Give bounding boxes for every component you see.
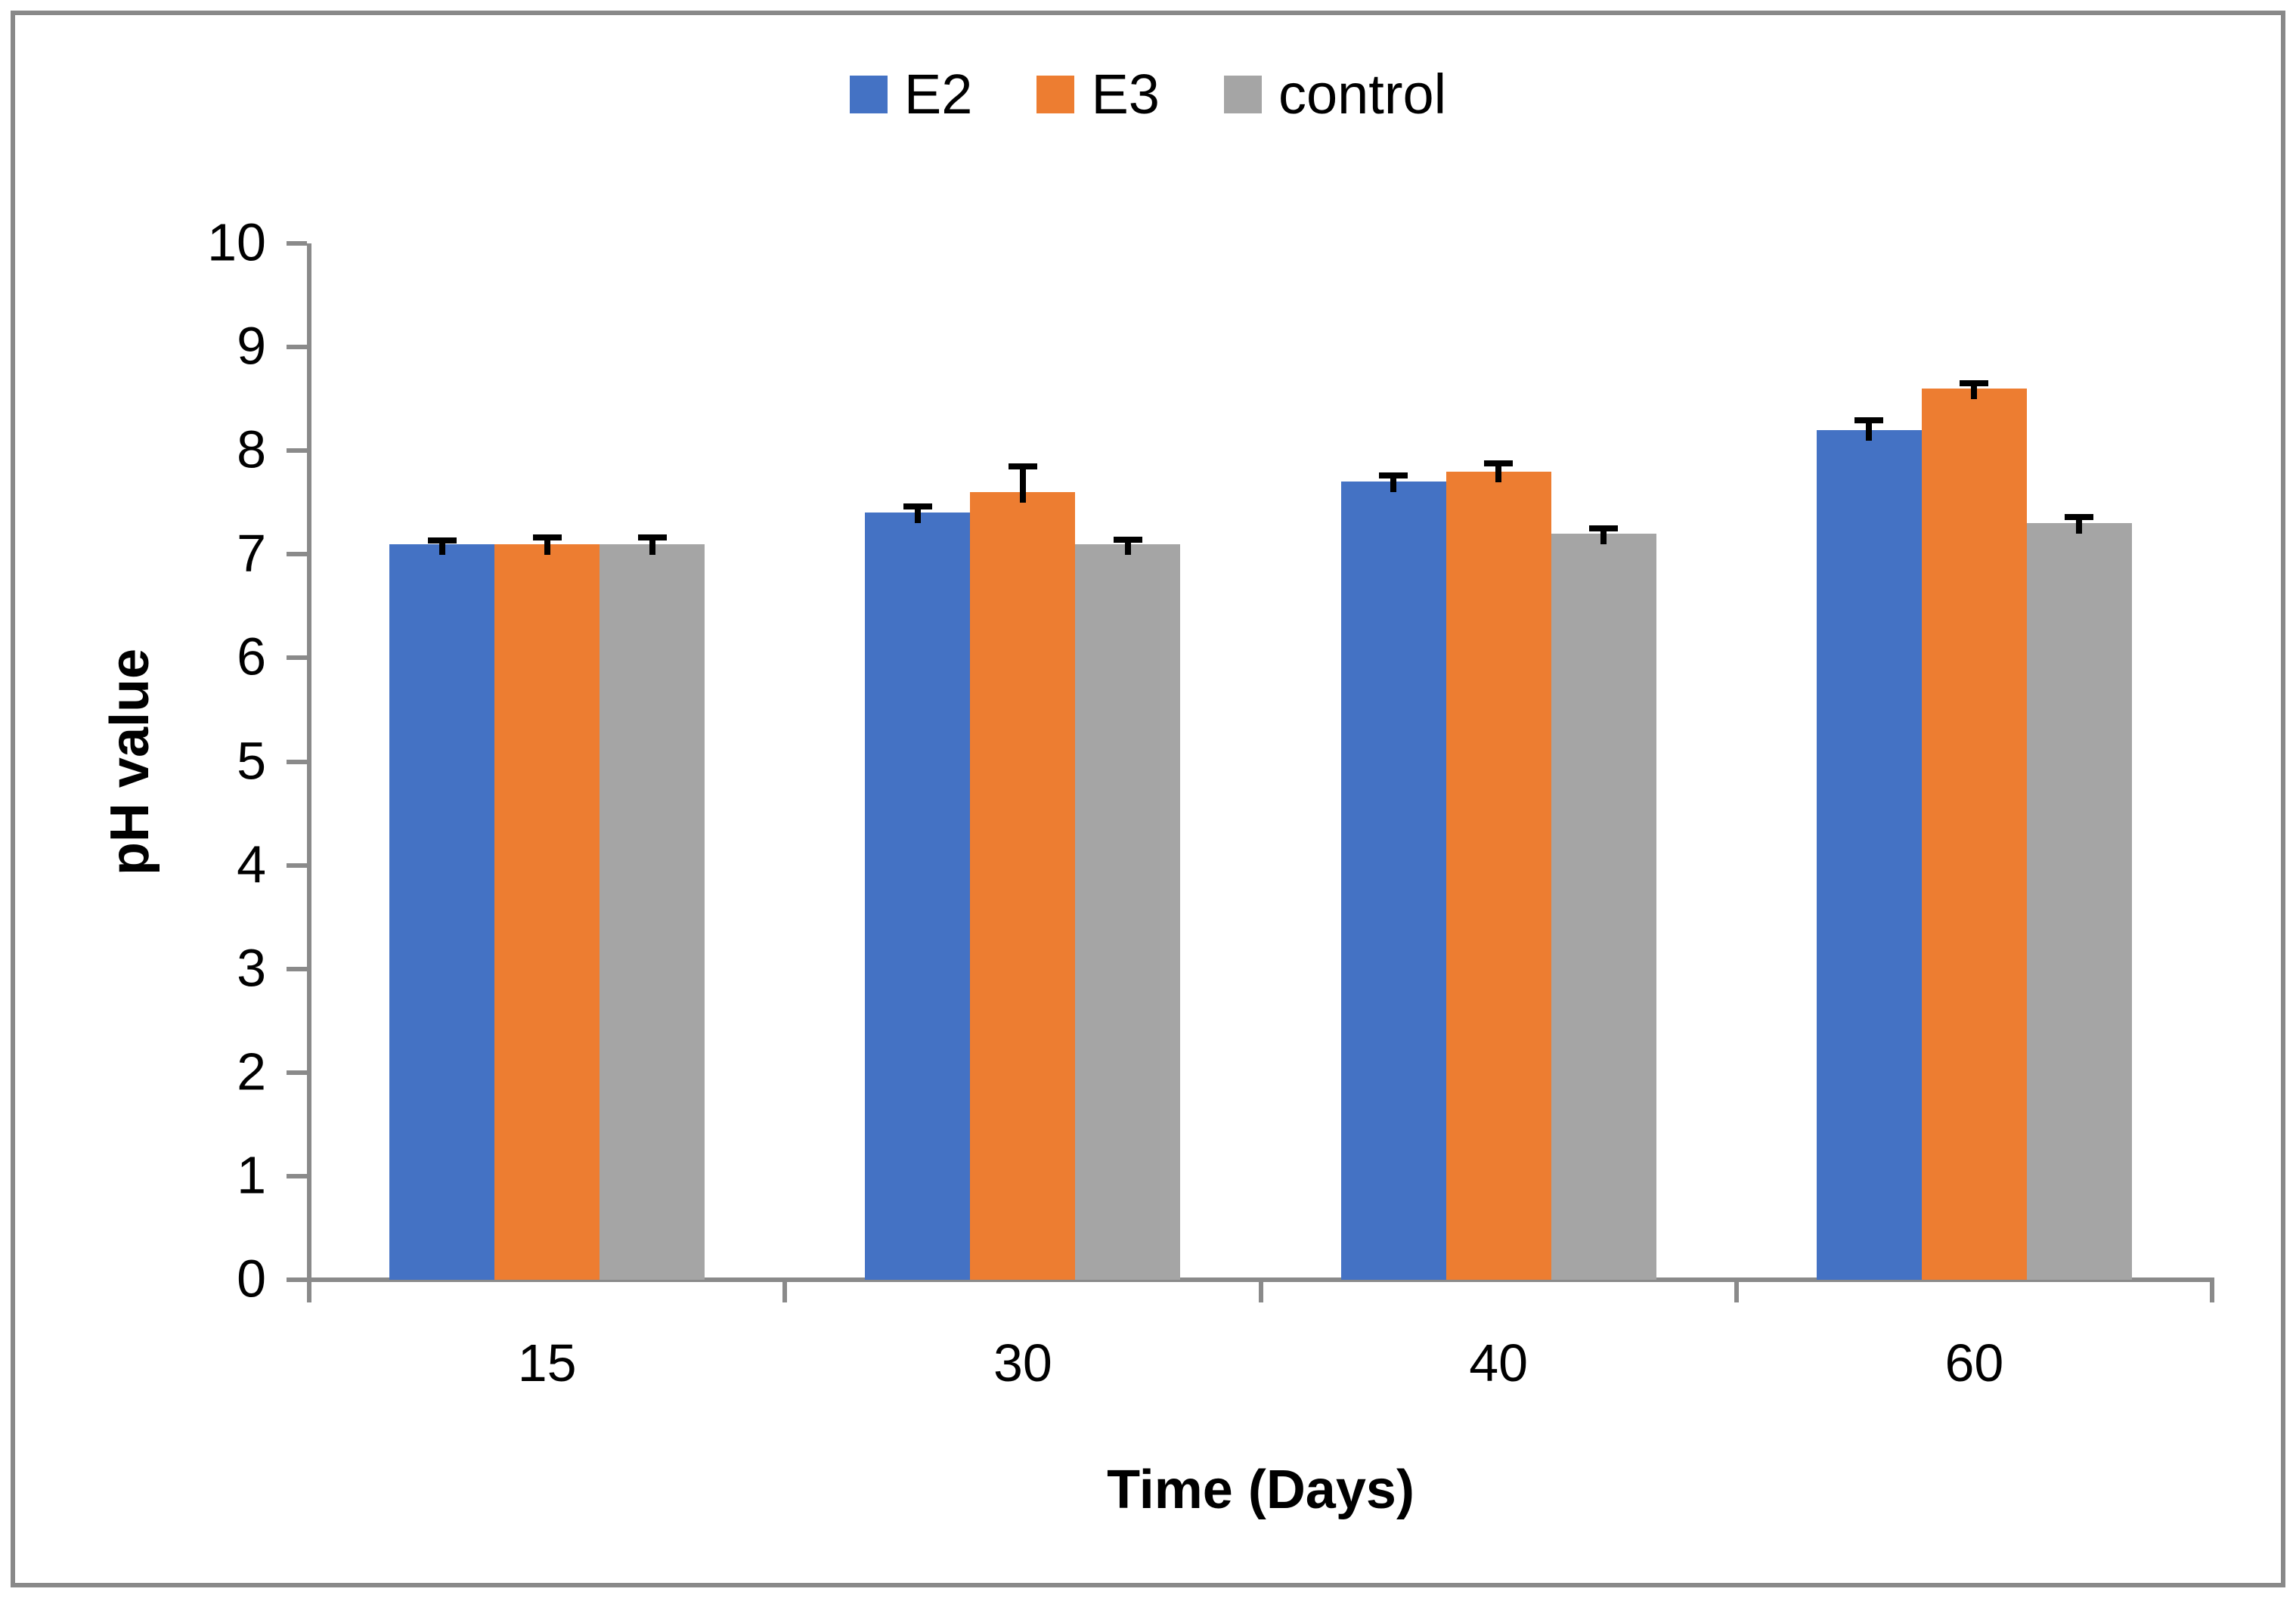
error-whisker-E3-30 bbox=[1019, 466, 1026, 503]
bar-E2-30 bbox=[865, 513, 971, 1280]
error-whisker-E2-60 bbox=[1866, 420, 1873, 441]
x-tick-0 bbox=[307, 1282, 311, 1302]
bar-E3-15 bbox=[494, 544, 600, 1280]
y-tick-label-4: 4 bbox=[237, 835, 266, 894]
y-tick-2 bbox=[287, 1070, 307, 1075]
bar-E2-60 bbox=[1816, 429, 1922, 1280]
bar-E3-40 bbox=[1445, 471, 1551, 1280]
error-cap-control-40 bbox=[1589, 525, 1619, 532]
y-axis-title: pH value bbox=[100, 648, 160, 875]
y-tick-label-3: 3 bbox=[237, 938, 266, 998]
x-axis-line bbox=[307, 1277, 2214, 1282]
error-whisker-E2-15 bbox=[438, 540, 445, 555]
error-cap-E3-60 bbox=[1960, 380, 1989, 387]
y-tick-9 bbox=[287, 345, 307, 350]
x-tick-label-60: 60 bbox=[1944, 1333, 2004, 1392]
y-tick-label-9: 9 bbox=[237, 316, 266, 376]
chart-legend: E2 E3 control bbox=[0, 67, 2296, 122]
error-whisker-E2-40 bbox=[1390, 475, 1397, 493]
error-cap-E2-30 bbox=[903, 503, 932, 510]
legend-swatch-E3 bbox=[1036, 76, 1075, 113]
y-tick-label-0: 0 bbox=[237, 1249, 266, 1308]
y-tick-label-6: 6 bbox=[237, 627, 266, 686]
error-whisker-control-60 bbox=[2076, 516, 2083, 534]
x-tick-2 bbox=[1258, 1282, 1263, 1302]
y-axis-line bbox=[307, 243, 311, 1302]
y-tick-0 bbox=[287, 1277, 307, 1282]
error-whisker-E3-15 bbox=[544, 537, 550, 555]
y-tick-label-7: 7 bbox=[237, 523, 266, 583]
x-tick-3 bbox=[1734, 1282, 1739, 1302]
legend-swatch-E2 bbox=[849, 76, 888, 113]
legend-label-E3: E3 bbox=[1091, 63, 1160, 125]
error-cap-E2-40 bbox=[1379, 472, 1408, 479]
y-tick-label-5: 5 bbox=[237, 731, 266, 791]
legend-label-E2: E2 bbox=[903, 63, 973, 125]
error-whisker-E3-60 bbox=[1971, 383, 1978, 399]
x-tick-1 bbox=[782, 1282, 788, 1302]
error-whisker-control-15 bbox=[649, 537, 655, 555]
error-cap-E3-30 bbox=[1008, 463, 1037, 469]
y-tick-label-2: 2 bbox=[237, 1042, 266, 1101]
x-tick-4 bbox=[2210, 1282, 2214, 1302]
y-tick-1 bbox=[287, 1173, 307, 1178]
x-tick-label-40: 40 bbox=[1469, 1333, 1529, 1392]
y-tick-10 bbox=[287, 241, 307, 246]
bar-E2-40 bbox=[1340, 482, 1446, 1280]
legend-item-E2: E2 bbox=[849, 63, 973, 125]
error-cap-control-30 bbox=[1113, 537, 1142, 544]
bar-control-30 bbox=[1075, 544, 1181, 1280]
error-cap-E3-40 bbox=[1484, 460, 1514, 466]
y-tick-7 bbox=[287, 552, 307, 557]
y-tick-8 bbox=[287, 448, 307, 454]
error-cap-E2-15 bbox=[427, 537, 457, 544]
bar-E3-30 bbox=[970, 492, 1076, 1280]
y-tick-label-8: 8 bbox=[237, 420, 266, 479]
legend-swatch-control bbox=[1223, 76, 1262, 113]
error-cap-control-15 bbox=[637, 534, 667, 541]
error-whisker-E3-40 bbox=[1495, 463, 1502, 482]
bar-E2-15 bbox=[389, 544, 495, 1280]
error-whisker-control-30 bbox=[1124, 540, 1131, 555]
x-tick-label-15: 15 bbox=[517, 1333, 577, 1392]
y-tick-label-1: 1 bbox=[237, 1145, 266, 1205]
error-cap-control-60 bbox=[2065, 513, 2094, 520]
y-tick-label-10: 10 bbox=[207, 212, 266, 272]
bar-E3-60 bbox=[1921, 388, 2027, 1280]
error-cap-E3-15 bbox=[532, 534, 562, 541]
bar-control-15 bbox=[600, 544, 705, 1280]
y-tick-3 bbox=[287, 966, 307, 971]
error-whisker-control-40 bbox=[1600, 528, 1607, 544]
legend-item-control: control bbox=[1223, 63, 1447, 125]
error-whisker-E2-30 bbox=[914, 506, 921, 524]
y-tick-5 bbox=[287, 759, 307, 764]
y-tick-4 bbox=[287, 862, 307, 868]
x-tick-label-30: 30 bbox=[993, 1333, 1052, 1392]
error-cap-E2-60 bbox=[1854, 417, 1884, 424]
legend-item-E3: E3 bbox=[1036, 67, 1160, 122]
y-tick-6 bbox=[287, 655, 307, 661]
bar-control-40 bbox=[1551, 533, 1656, 1280]
legend-label-control: control bbox=[1278, 63, 1447, 125]
x-axis-title: Time (Days) bbox=[1107, 1460, 1414, 1520]
bar-control-60 bbox=[2026, 523, 2132, 1280]
